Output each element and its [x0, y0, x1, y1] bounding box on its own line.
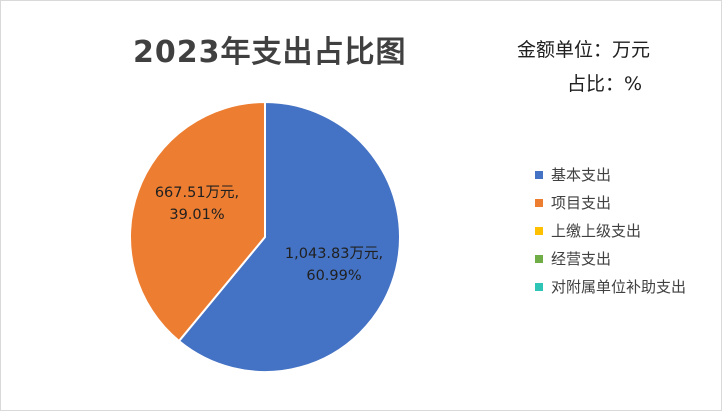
legend-label: 项目支出 [551, 194, 612, 212]
pie-slice-project [129, 100, 266, 343]
legend-swatch [535, 255, 543, 263]
legend-swatch [535, 199, 543, 207]
legend-swatch [535, 171, 543, 179]
legend-label: 上缴上级支出 [551, 222, 642, 240]
pie-slice-basic [177, 100, 401, 373]
data-label-project: 667.51万元, 39.01% [155, 185, 239, 223]
chart-title: 2023年支出占比图 [133, 35, 407, 70]
data-label-basic: 1,043.83万元, 60.99% [285, 246, 383, 284]
legend-label: 经营支出 [551, 250, 612, 268]
legend-label: 对附属单位补助支出 [551, 278, 687, 296]
unit-note-percent: 占比：% [567, 73, 643, 95]
legend-swatch [535, 283, 543, 291]
unit-note-amount: 金额单位：万元 [517, 39, 651, 61]
legend-swatch [535, 227, 543, 235]
legend-label: 基本支出 [551, 166, 612, 184]
